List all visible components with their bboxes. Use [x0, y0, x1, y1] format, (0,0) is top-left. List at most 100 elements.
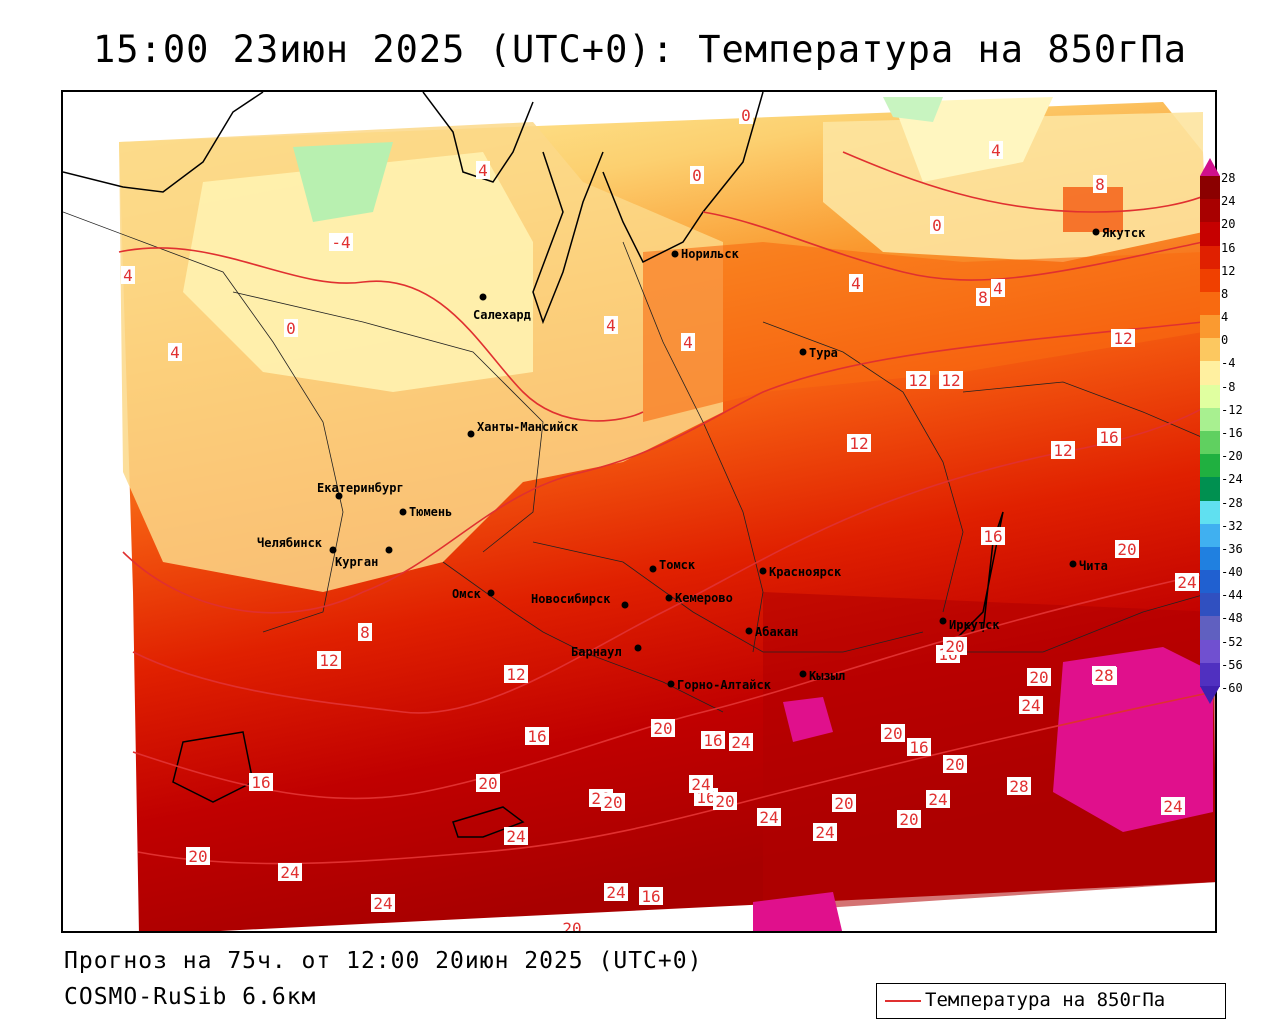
colorbar-segment [1200, 616, 1220, 641]
city-label: Курган [335, 555, 378, 569]
colorbar-tick-label: -52 [1221, 634, 1243, 649]
city-marker [799, 670, 807, 678]
contour-label: 8 [1093, 175, 1107, 194]
colorbar-tick-label: -4 [1221, 356, 1236, 371]
contour-label: 12 [1111, 329, 1135, 348]
colorbar-tick-label: -36 [1221, 541, 1243, 556]
city-label: Абакан [755, 625, 798, 639]
colorbar-top-arrow [1200, 158, 1220, 176]
colorbar-segment [1200, 384, 1220, 409]
colorbar-tick-label: 24 [1221, 194, 1236, 209]
contour-label: 16 [1097, 428, 1121, 447]
map-title: 15:00 23июн 2025 (UTC+0): Температура на… [93, 28, 1187, 71]
admin-borders [63, 211, 1214, 713]
svg-text:28: 28 [1094, 666, 1113, 685]
svg-text:20: 20 [899, 810, 918, 829]
contour-label: 4 [989, 141, 1003, 160]
city-marker [634, 644, 642, 652]
contour-label: 20 [476, 774, 500, 793]
svg-text:16: 16 [641, 887, 660, 906]
contour-label: 24 [757, 808, 781, 827]
svg-text:-4: -4 [331, 233, 350, 252]
city-marker [329, 546, 337, 554]
contour-label: 28 [1092, 666, 1116, 685]
colorbar-segment [1200, 431, 1220, 456]
svg-text:16: 16 [703, 731, 722, 750]
colorbar-tick-label: 28 [1221, 171, 1236, 185]
contour-label: 16 [981, 527, 1005, 546]
svg-text:16: 16 [983, 527, 1002, 546]
contour-label: 20 [1115, 540, 1139, 559]
city-marker [1069, 560, 1077, 568]
svg-text:24: 24 [815, 823, 834, 842]
contour-label: 0 [739, 106, 753, 125]
colorbar-tick-label: -20 [1221, 449, 1243, 464]
forecast-info: Прогноз на 75ч. от 12:00 20июн 2025 (UTC… [64, 948, 703, 974]
city-marker [479, 293, 487, 301]
svg-text:8: 8 [360, 623, 370, 642]
colorbar-segment [1200, 500, 1220, 525]
colorbar-tick-label: 16 [1221, 240, 1236, 255]
svg-text:4: 4 [606, 316, 616, 335]
legend-line-swatch [885, 1000, 921, 1002]
city-label: Кызыл [809, 669, 845, 683]
svg-text:12: 12 [908, 371, 927, 390]
colorbar-tick-label: -24 [1221, 472, 1243, 487]
contour-label: 20 [832, 794, 856, 813]
svg-text:20: 20 [883, 724, 902, 743]
colorbar-segment [1200, 315, 1220, 340]
contour-label: 20 [897, 810, 921, 829]
contour-label: 12 [317, 651, 341, 670]
svg-text:20: 20 [945, 755, 964, 774]
contour-label: 4 [991, 279, 1005, 298]
contour-label: 4 [476, 161, 490, 180]
svg-text:24: 24 [759, 808, 778, 827]
contour-label: 20 [881, 724, 905, 743]
svg-text:4: 4 [170, 343, 180, 362]
contour-label: 12 [906, 371, 930, 390]
contour-label: 20 [943, 637, 967, 656]
temperature-colorbar [1200, 158, 1220, 704]
colorbar-tick-label: -28 [1221, 495, 1243, 510]
colorbar-segment [1200, 477, 1220, 502]
city-label: Якутск [1102, 226, 1146, 240]
contour-label: 24 [604, 883, 628, 902]
svg-text:24: 24 [606, 883, 625, 902]
colorbar-segment [1200, 454, 1220, 479]
contour-label: -4 [329, 233, 353, 252]
temperature-map: Норильск Якутск Салехард Тура Ханты-Мансийск… [63, 92, 1215, 931]
city-marker [759, 567, 767, 575]
contour-label: 0 [690, 166, 704, 185]
colorbar-segment [1200, 291, 1220, 317]
svg-text:20: 20 [1029, 668, 1048, 687]
svg-text:20: 20 [715, 792, 734, 811]
model-domain [119, 97, 1215, 931]
svg-text:4: 4 [123, 266, 133, 285]
colorbar-tick-label: -8 [1221, 379, 1236, 394]
svg-text:12: 12 [506, 665, 525, 684]
city-label: Новосибирск [531, 592, 611, 606]
svg-text:20: 20 [653, 719, 672, 738]
contour-label: 16 [701, 731, 725, 750]
contour-label: 20 [560, 919, 584, 931]
colorbar-segment [1200, 222, 1220, 247]
city-label: Томск [659, 558, 696, 572]
svg-text:12: 12 [1113, 329, 1132, 348]
colorbar-segment [1200, 407, 1220, 432]
svg-text:4: 4 [683, 333, 693, 352]
svg-text:16: 16 [909, 738, 928, 757]
svg-text:4: 4 [478, 161, 488, 180]
colorbar-segment [1200, 268, 1220, 293]
city-marker [745, 627, 753, 635]
contour-label: 16 [907, 738, 931, 757]
colorbar-segment [1200, 546, 1220, 572]
city-label: Тура [809, 346, 838, 360]
contour-label: 24 [1161, 797, 1185, 816]
contour-label: 12 [504, 665, 528, 684]
svg-text:20: 20 [1117, 540, 1136, 559]
contour-label: 0 [284, 319, 298, 338]
colorbar-tick-label: -16 [1221, 426, 1243, 440]
city-marker [1092, 228, 1100, 236]
city-label: Красноярск [769, 565, 842, 579]
svg-text:24: 24 [928, 790, 947, 809]
